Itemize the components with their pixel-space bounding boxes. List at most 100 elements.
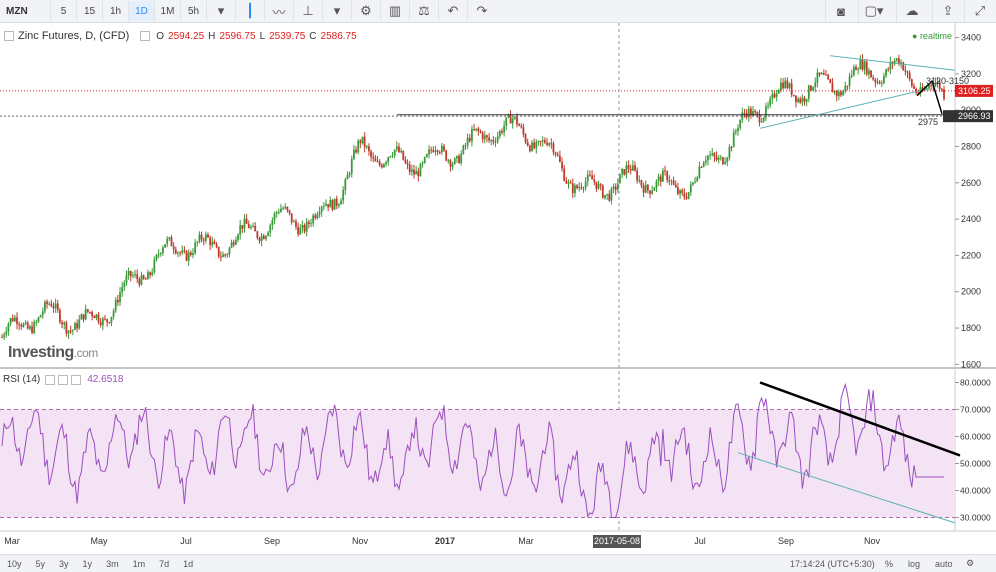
- line-chart-icon[interactable]: 〰: [264, 1, 293, 21]
- log-toggle[interactable]: log: [908, 558, 921, 569]
- candle-body: [112, 310, 115, 317]
- symbol-label[interactable]: MZN: [6, 5, 28, 17]
- candle-body: [554, 152, 557, 155]
- candle-body: [185, 251, 188, 261]
- candle-body: [492, 140, 495, 142]
- candle-body: [816, 72, 819, 83]
- interval-5h[interactable]: 5h: [180, 1, 206, 21]
- candle-body: [74, 323, 76, 330]
- chevron-down-icon[interactable]: ▾: [206, 1, 235, 21]
- range-10y[interactable]: 10y: [7, 558, 22, 569]
- candle-body: [539, 141, 542, 143]
- candle-body: [443, 145, 445, 151]
- candle-body: [563, 168, 566, 181]
- range-1m[interactable]: 1m: [132, 558, 146, 569]
- percent-toggle[interactable]: %: [885, 558, 894, 569]
- interval-1d[interactable]: 1D: [128, 1, 154, 21]
- candle-body: [337, 204, 340, 206]
- candle-body: [782, 82, 784, 89]
- candle-body: [404, 159, 407, 164]
- candle-body: [692, 182, 694, 185]
- time-tick-label: Jul: [180, 536, 192, 546]
- candle-body: [861, 59, 864, 70]
- candle-body: [659, 176, 662, 182]
- range-7d[interactable]: 7d: [159, 558, 170, 569]
- candle-body: [151, 272, 154, 276]
- indicators-icon[interactable]: ▥: [380, 1, 409, 21]
- candle-body: [486, 135, 488, 138]
- candle-body: [18, 323, 21, 326]
- candle-body: [342, 190, 345, 201]
- candle-body: [456, 155, 458, 159]
- drawing-tools-icon[interactable]: ⊥: [293, 1, 322, 21]
- candle-body: [464, 145, 467, 147]
- candle-body: [900, 62, 902, 64]
- candle-body: [700, 166, 703, 168]
- candle-body: [406, 163, 409, 165]
- redo-icon[interactable]: ↷: [467, 1, 496, 21]
- interval-1h[interactable]: 1h: [102, 1, 128, 21]
- candles-icon[interactable]: ┃: [235, 1, 264, 21]
- candle-body: [419, 164, 422, 177]
- compare-icon[interactable]: ⚖: [409, 1, 438, 21]
- range-1y[interactable]: 1y: [82, 558, 93, 569]
- candle-body: [910, 79, 913, 87]
- candle-body: [627, 165, 630, 169]
- candle-body: [883, 76, 885, 83]
- candle-body: [631, 165, 634, 171]
- candle-body: [921, 87, 924, 91]
- layout-icon[interactable]: ▢▾: [858, 0, 889, 22]
- cloud-icon[interactable]: ☁: [896, 0, 927, 22]
- interval-15[interactable]: 15: [76, 1, 102, 21]
- candle-body: [335, 198, 338, 206]
- rsi-settings-icon[interactable]: [58, 374, 69, 385]
- candle-body: [33, 322, 36, 333]
- range-1d[interactable]: 1d: [183, 558, 194, 569]
- fullscreen-icon[interactable]: ⤢: [964, 0, 995, 22]
- chart-area[interactable]: 1600180020002200240026002800300032003400…: [0, 23, 996, 554]
- candle-body: [99, 322, 102, 326]
- interval-5[interactable]: 5: [50, 1, 76, 21]
- time-tick-label: 2017: [435, 536, 455, 546]
- candle-body: [385, 161, 387, 164]
- candle-body: [82, 314, 85, 320]
- candle-body: [589, 174, 591, 176]
- candle-body: [344, 179, 347, 191]
- settings-square-icon[interactable]: [140, 31, 151, 41]
- candle-body: [301, 224, 304, 229]
- candle-body: [771, 93, 774, 99]
- rsi-divergence-line: [759, 381, 961, 457]
- settings-icon[interactable]: ⚙: [966, 558, 975, 568]
- candle-body: [709, 155, 712, 157]
- rsi-eye-icon[interactable]: [45, 374, 56, 385]
- rsi-tick-label: 40.0000: [960, 486, 991, 496]
- candle-body: [136, 274, 139, 280]
- candle-body: [131, 275, 134, 277]
- camera-icon[interactable]: ◙: [825, 0, 856, 22]
- candle-body: [61, 322, 63, 325]
- dropdown-arrow-icon[interactable]: ▾: [322, 1, 351, 21]
- candle-body: [842, 91, 845, 96]
- candle-body: [357, 140, 360, 153]
- candle-body: [638, 180, 641, 182]
- interval-1m[interactable]: 1M: [154, 1, 180, 21]
- gear-icon[interactable]: ⚙: [351, 1, 380, 21]
- candle-body: [576, 185, 578, 189]
- current-price-tag: [955, 84, 993, 97]
- candle-body: [567, 182, 570, 184]
- range-3m[interactable]: 3m: [106, 558, 119, 569]
- undo-icon[interactable]: ↶: [438, 1, 467, 21]
- rsi-close-icon[interactable]: [71, 374, 82, 385]
- auto-toggle[interactable]: auto: [935, 558, 953, 569]
- candle-body: [398, 146, 400, 153]
- candle-body: [550, 143, 553, 145]
- legend-toggle-icon[interactable]: [4, 31, 14, 41]
- upload-icon[interactable]: ⇪: [932, 0, 963, 22]
- candle-body: [228, 247, 231, 255]
- candle-body: [711, 153, 714, 156]
- candle-body: [56, 303, 59, 310]
- range-3y[interactable]: 3y: [59, 558, 69, 569]
- candle-body: [677, 187, 679, 194]
- range-5y[interactable]: 5y: [35, 558, 46, 569]
- candle-body: [232, 242, 235, 245]
